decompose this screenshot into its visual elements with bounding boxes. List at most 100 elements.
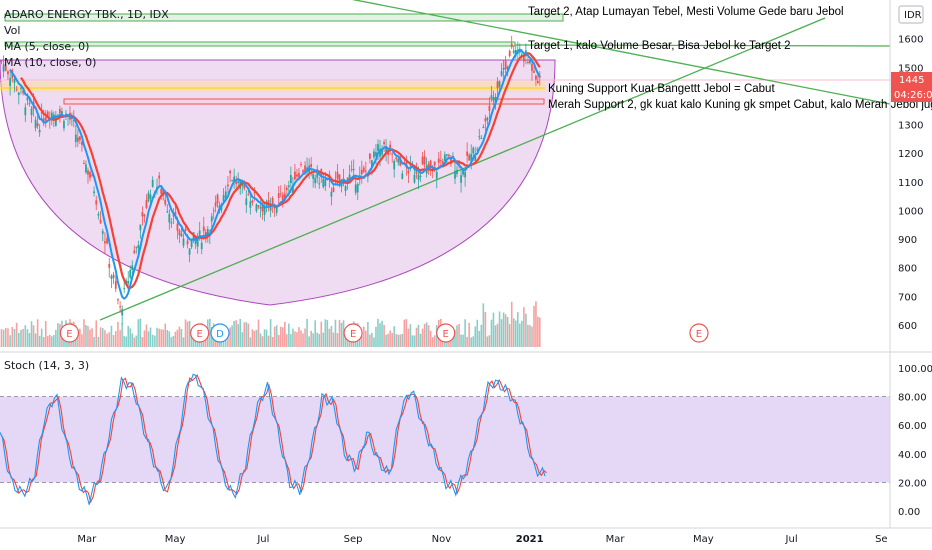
candle-body xyxy=(198,230,201,234)
volume-bar xyxy=(156,327,158,347)
candle-body xyxy=(531,63,533,71)
earnings-marker xyxy=(190,323,210,343)
candle-body xyxy=(298,172,300,178)
volume-bar xyxy=(139,318,142,347)
candle-body xyxy=(529,60,531,64)
candle-body xyxy=(196,238,199,247)
time-tick-label: Jul xyxy=(785,534,798,545)
volume-bar xyxy=(512,318,515,347)
volume-bar xyxy=(281,327,284,347)
volume-bar xyxy=(170,337,173,347)
candle-body xyxy=(182,238,185,246)
volume-bar xyxy=(399,334,402,347)
volume-bar xyxy=(251,329,254,347)
volume-bar xyxy=(137,319,140,347)
volume-bar xyxy=(322,332,325,347)
volume-bar xyxy=(476,319,479,347)
volume-bar xyxy=(298,327,300,347)
earnings-marker-label: E xyxy=(197,329,203,340)
volume-bar xyxy=(97,336,100,347)
volume-bar xyxy=(502,312,505,347)
candle-body xyxy=(292,184,294,194)
price-tick-label: 1600 xyxy=(898,35,923,46)
stoch-tick-label: 100.00 xyxy=(898,364,932,375)
candle-body xyxy=(464,171,467,178)
candle-body xyxy=(78,136,81,141)
candle-body xyxy=(108,263,111,268)
volume-bar xyxy=(318,333,321,347)
volume-bar xyxy=(233,320,235,347)
volume-bar xyxy=(182,337,185,347)
candle-body xyxy=(178,230,181,236)
candle-body xyxy=(141,212,144,217)
volume-bar xyxy=(486,336,489,347)
candle-body xyxy=(472,147,475,154)
volume-bar xyxy=(162,329,165,347)
volume-bar xyxy=(253,330,256,347)
ma5-legend: MA (5, close, 0) xyxy=(4,40,89,53)
candle-body xyxy=(480,137,483,139)
candle-body xyxy=(450,156,452,165)
volume-bar xyxy=(36,319,39,347)
volume-bar xyxy=(456,325,458,347)
volume-bar xyxy=(288,323,290,347)
candle-body xyxy=(72,120,75,122)
candle-body xyxy=(527,61,529,63)
candle-body xyxy=(419,175,422,177)
candle-body xyxy=(466,151,469,156)
candle-body xyxy=(508,50,511,57)
volume-bar xyxy=(492,312,495,347)
volume-bar xyxy=(57,323,59,347)
candle-body xyxy=(285,187,288,190)
stoch-d-line xyxy=(1,373,547,504)
candle-body xyxy=(350,169,353,171)
candle-body xyxy=(188,248,191,255)
candle-body xyxy=(26,97,29,101)
volume-bar xyxy=(135,335,138,347)
candle-body xyxy=(245,198,248,206)
earnings-marker-label: E xyxy=(443,329,449,340)
candle-body xyxy=(2,64,5,72)
candle-body xyxy=(316,169,319,178)
candle-body xyxy=(137,245,140,249)
earnings-marker xyxy=(689,323,709,343)
stoch-tick-label: 60.00 xyxy=(898,421,927,432)
stoch-legend: Stoch (14, 3, 3) xyxy=(4,359,89,372)
volume-bar xyxy=(168,331,171,347)
currency-badge[interactable] xyxy=(898,5,924,24)
price-tick-label: 800 xyxy=(898,264,917,275)
candle-body xyxy=(458,162,460,166)
volume-bar xyxy=(533,305,535,347)
candle-body xyxy=(135,246,138,248)
candle-body xyxy=(330,191,333,197)
candle-body xyxy=(512,50,515,53)
candle-body xyxy=(36,123,39,127)
candle-body xyxy=(445,154,448,156)
support2-red-band xyxy=(63,98,545,105)
volume-bar xyxy=(433,335,436,347)
candle-body xyxy=(415,169,418,174)
volume-bar xyxy=(151,334,154,347)
candle-body xyxy=(15,89,18,91)
volume-bar xyxy=(93,336,95,347)
volume-bar xyxy=(0,329,3,347)
volume-bar xyxy=(77,329,79,347)
candle-body xyxy=(147,192,150,202)
volume-bar xyxy=(30,321,33,347)
candle-body xyxy=(536,81,539,83)
volume-bar xyxy=(259,333,262,347)
volume-bar xyxy=(538,317,541,347)
volume-bar xyxy=(429,330,432,347)
volume-bar xyxy=(405,319,408,347)
candle-body xyxy=(468,154,471,161)
volume-bar xyxy=(239,318,242,347)
volume-bar xyxy=(131,333,134,347)
candle-body xyxy=(488,105,491,111)
volume-bar xyxy=(4,328,7,347)
volume-bar xyxy=(300,330,302,347)
candle-body xyxy=(360,169,363,175)
volume-bar xyxy=(304,328,306,347)
candle-body xyxy=(186,240,189,245)
candle-body xyxy=(314,177,317,184)
